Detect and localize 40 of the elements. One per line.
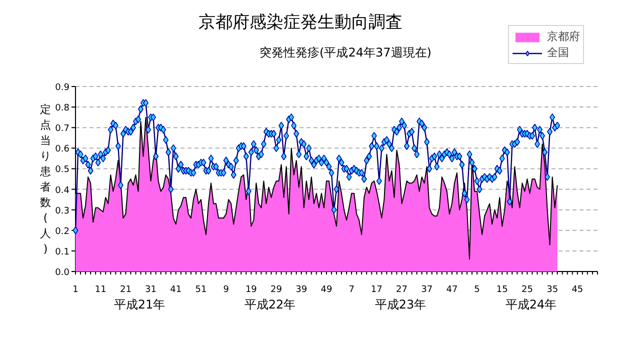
legend-label: 全国: [547, 45, 569, 60]
legend-label: 京都府: [547, 29, 580, 44]
x-tick-label: 45: [572, 285, 584, 295]
y-tick-label: 0.1: [55, 247, 70, 258]
text: 平成21年: [114, 298, 166, 312]
x-tick-label: 29: [270, 285, 282, 295]
x-tick-label: 21: [120, 285, 132, 295]
y-tick-label: 0.7: [55, 124, 70, 134]
y-tick-label: 0.8: [55, 104, 70, 114]
x-tick-label: 39: [296, 285, 308, 295]
x-tick-label: 35: [546, 285, 558, 295]
x-tick-label: 1: [72, 285, 78, 295]
x-tick-label: 19: [245, 285, 258, 295]
x-tick-label: 9: [223, 285, 230, 295]
x-tick-label: 31: [145, 285, 157, 295]
chart-subtitle: 突発性発疹(平成24年37週現在): [260, 46, 432, 60]
y-tick-label: 0.6: [55, 144, 70, 155]
y-tick-label: 0.0: [55, 268, 70, 278]
y-tick-label: 0.3: [55, 206, 70, 216]
text: 平成24年: [505, 298, 557, 312]
x-tick-label: 41: [170, 285, 182, 295]
x-tick-label: 17: [370, 285, 382, 295]
x-tick-label: 37: [421, 285, 433, 295]
x-tick-label: 7: [348, 285, 354, 295]
chart-title: 京都府感染症発生動向調査: [198, 12, 402, 32]
x-tick-label: 15: [496, 285, 508, 295]
x-tick-label: 49: [320, 285, 332, 295]
x-tick-label: 5: [474, 285, 480, 295]
text: 平成23年: [374, 298, 426, 312]
x-tick-label: 47: [446, 285, 458, 295]
x-tick-label: 51: [195, 285, 207, 295]
text: 平成22年: [244, 298, 296, 312]
text: 定点当り患者数(人): [40, 102, 51, 256]
y-tick-label: 0.4: [55, 186, 70, 196]
x-tick-label: 25: [522, 285, 533, 295]
x-tick-label: 11: [94, 285, 106, 295]
y-tick-label: 0.2: [55, 226, 70, 237]
x-tick-label: 27: [396, 285, 408, 295]
y-tick-label: 0.5: [55, 165, 70, 176]
y-tick-label: 0.9: [55, 83, 70, 93]
